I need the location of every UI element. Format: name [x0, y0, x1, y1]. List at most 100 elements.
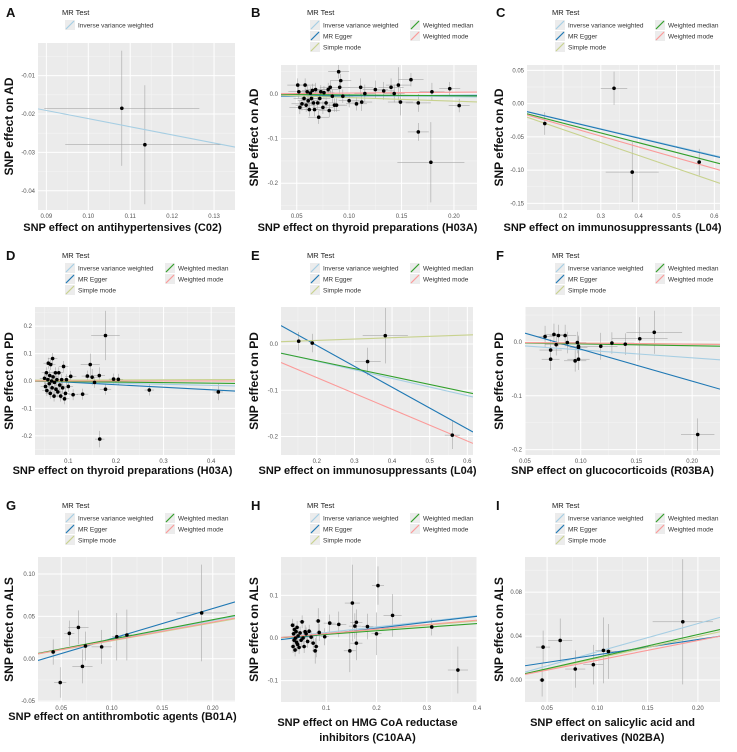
scatter-plot: G MR Test Inverse variance weighted MR Egge… — [2, 498, 237, 723]
y-tick-label: 0.00 — [512, 102, 524, 108]
snp-point — [542, 121, 547, 126]
legend-item: Weighted mode — [410, 274, 469, 284]
snp-point — [328, 85, 333, 90]
panel-letter: B — [251, 5, 260, 20]
legend-label: MR Egger — [323, 527, 353, 534]
snp-point — [317, 630, 321, 635]
y-tick-label: -0.05 — [21, 699, 35, 705]
snp-point — [58, 394, 63, 398]
snp-point — [543, 334, 547, 339]
legend-label: MR Egger — [568, 527, 598, 534]
snp-point — [52, 394, 56, 398]
legend-title: MR Test — [552, 251, 580, 260]
y-tick-label: -0.05 — [510, 135, 524, 141]
legend-item: Weighted median — [655, 20, 719, 30]
legend-label: Inverse variance weighted — [78, 266, 154, 273]
x-axis-label: SNP effect on immunosuppressants (L04) — [258, 465, 476, 477]
snp-point — [52, 380, 57, 385]
panel-letter: F — [496, 248, 504, 263]
snp-point — [53, 370, 58, 375]
snp-point — [695, 432, 700, 437]
snp-point — [51, 375, 55, 379]
snp-point — [314, 644, 318, 649]
snp-point — [319, 89, 323, 94]
legend-key-line — [65, 513, 75, 523]
x-tick-label: 0.6 — [463, 459, 472, 465]
snp-point — [313, 649, 317, 653]
regression-line-wmode — [38, 617, 235, 655]
legend-item: MR Egger — [555, 524, 598, 534]
legend-label: Weighted mode — [668, 277, 714, 284]
snp-point — [354, 620, 359, 625]
snp-point — [341, 94, 345, 99]
snp-point — [304, 103, 308, 107]
y-tick-label: -0.15 — [510, 201, 524, 207]
x-tick-label: 0.10 — [575, 459, 587, 465]
plot-area — [38, 50, 235, 205]
x-tick-label: 0.09 — [41, 214, 53, 220]
y-tick-label: 0.0 — [24, 379, 33, 385]
snp-point — [305, 89, 310, 94]
x-tick-label: 0.05 — [541, 706, 553, 712]
scatter-plot: A MR Test Inverse variance weighted 0.09 0.1… — [2, 5, 235, 234]
legend-key-line — [555, 274, 565, 284]
x-tick-label: 0.3 — [350, 459, 359, 465]
snp-point — [49, 379, 54, 383]
snp-point — [47, 381, 52, 386]
snp-point — [302, 644, 306, 649]
x-tick-label: 0.13 — [208, 214, 220, 220]
snp-point — [322, 634, 327, 639]
snp-point — [50, 386, 54, 390]
snp-point — [697, 160, 701, 164]
legend-key-line — [65, 20, 75, 30]
snp-point — [298, 105, 302, 110]
x-tick-label: 0.10 — [592, 706, 604, 712]
snp-point — [321, 105, 325, 110]
legend-key-line — [655, 20, 665, 30]
snp-point — [365, 359, 370, 364]
snp-point — [312, 107, 317, 112]
snp-point — [303, 83, 307, 87]
snp-point — [88, 362, 93, 367]
legend-label: Weighted mode — [178, 527, 224, 534]
x-tick-label: 0.10 — [343, 214, 355, 220]
legend-key-line — [310, 513, 320, 523]
legend-label: MR Egger — [78, 527, 108, 534]
snp-point — [381, 89, 386, 93]
legend-item: Simple mode — [310, 285, 361, 295]
snp-point — [64, 377, 69, 382]
plot-area — [525, 310, 720, 451]
legend-key-line — [555, 513, 565, 523]
snp-point — [354, 102, 359, 106]
snp-point — [293, 636, 298, 640]
legend-label: Weighted median — [423, 266, 474, 273]
x-axis-label: SNP effect on salicylic acid and — [530, 717, 695, 729]
snp-point — [540, 678, 544, 682]
snp-point — [63, 391, 68, 396]
scatter-plot: D MR Test Inverse variance weighted MR Egge… — [2, 248, 235, 477]
legend-key-line — [65, 263, 75, 273]
snp-point — [58, 680, 63, 685]
legend-item: Weighted mode — [410, 31, 469, 41]
panel-letter: E — [251, 248, 260, 263]
snp-point — [324, 101, 328, 105]
legend-item: Weighted mode — [655, 31, 714, 41]
y-tick-label: 0.2 — [24, 324, 33, 330]
legend-title: MR Test — [62, 251, 90, 260]
y-axis-label: SNP effect on ALS — [247, 577, 261, 682]
snp-point — [68, 374, 73, 379]
snp-point — [103, 387, 108, 392]
legend-title: MR Test — [307, 251, 335, 260]
snp-point — [316, 619, 320, 623]
legend-label: Simple mode — [78, 288, 116, 295]
legend-label: Simple mode — [323, 288, 361, 295]
snp-point — [46, 377, 50, 382]
scatter-plot: E MR Test Inverse variance weighted MR Egge… — [247, 248, 477, 477]
snp-point — [298, 631, 302, 635]
legend-key-line — [655, 274, 665, 284]
panel-f: F MR Test Inverse variance weighted MR Egge… — [490, 248, 735, 500]
snp-point — [398, 100, 403, 104]
legend-item: MR Egger — [310, 274, 353, 284]
legend-item: Weighted median — [655, 263, 719, 273]
y-tick-label: 0.04 — [510, 634, 522, 640]
